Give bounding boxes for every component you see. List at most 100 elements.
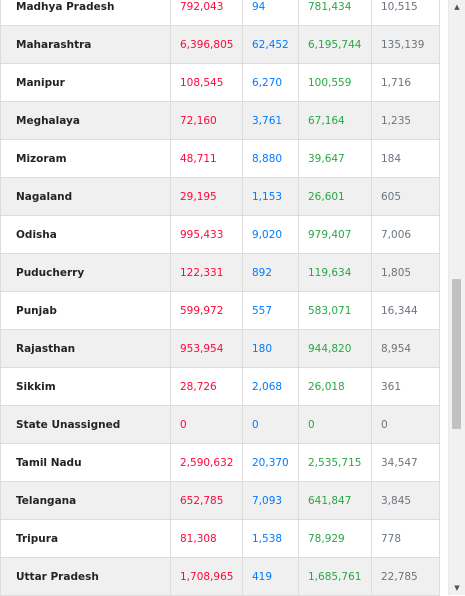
deceased-cell: 1,716 [371, 63, 440, 102]
recovered-cell: 26,601 [298, 177, 372, 216]
state-name-cell: Meghalaya [0, 101, 171, 140]
active-cell: 7,093 [242, 481, 299, 520]
confirmed-cell: 599,972 [170, 291, 243, 330]
deceased-cell: 0 [371, 405, 440, 444]
deceased-cell: 8,954 [371, 329, 440, 368]
active-cell: 0 [242, 405, 299, 444]
recovered-cell: 119,634 [298, 253, 372, 292]
state-name-cell: Puducherry [0, 253, 171, 292]
recovered-cell: 583,071 [298, 291, 372, 330]
confirmed-cell: 6,396,805 [170, 25, 243, 64]
confirmed-cell: 28,726 [170, 367, 243, 406]
active-cell: 180 [242, 329, 299, 368]
table-row[interactable]: Telangana 652,785 7,093 641,847 3,845 [0, 481, 440, 520]
active-cell: 1,153 [242, 177, 299, 216]
active-cell: 62,452 [242, 25, 299, 64]
state-table-container: Madhya Pradesh 792,043 94 781,434 10,515… [0, 0, 440, 596]
recovered-cell: 39,647 [298, 139, 372, 178]
deceased-cell: 10,515 [371, 0, 440, 26]
recovered-cell: 944,820 [298, 329, 372, 368]
table-row[interactable]: Mizoram 48,711 8,880 39,647 184 [0, 139, 440, 178]
table-row[interactable]: Rajasthan 953,954 180 944,820 8,954 [0, 329, 440, 368]
recovered-cell: 6,195,744 [298, 25, 372, 64]
deceased-cell: 778 [371, 519, 440, 558]
confirmed-cell: 1,708,965 [170, 557, 243, 596]
state-name-cell: Punjab [0, 291, 171, 330]
deceased-cell: 361 [371, 367, 440, 406]
table-row[interactable]: Puducherry 122,331 892 119,634 1,805 [0, 253, 440, 292]
state-name-cell: Uttar Pradesh [0, 557, 171, 596]
active-cell: 1,538 [242, 519, 299, 558]
recovered-cell: 1,685,761 [298, 557, 372, 596]
active-cell: 6,270 [242, 63, 299, 102]
table-row[interactable]: Odisha 995,433 9,020 979,407 7,006 [0, 215, 440, 254]
deceased-cell: 1,235 [371, 101, 440, 140]
state-name-cell: Tamil Nadu [0, 443, 171, 482]
table-row[interactable]: Punjab 599,972 557 583,071 16,344 [0, 291, 440, 330]
state-name-cell: Madhya Pradesh [0, 0, 171, 26]
recovered-cell: 781,434 [298, 0, 372, 26]
confirmed-cell: 72,160 [170, 101, 243, 140]
confirmed-cell: 122,331 [170, 253, 243, 292]
table-row[interactable]: State Unassigned 0 0 0 0 [0, 405, 440, 444]
active-cell: 94 [242, 0, 299, 26]
recovered-cell: 2,535,715 [298, 443, 372, 482]
table-row[interactable]: Madhya Pradesh 792,043 94 781,434 10,515 [0, 0, 440, 26]
state-name-cell: Telangana [0, 481, 171, 520]
active-cell: 557 [242, 291, 299, 330]
triangle-down-icon[interactable]: ▼ [454, 584, 460, 592]
table-row[interactable]: Maharashtra 6,396,805 62,452 6,195,744 1… [0, 25, 440, 64]
vertical-scrollbar[interactable]: ▲ ▼ [448, 0, 465, 595]
confirmed-cell: 29,195 [170, 177, 243, 216]
deceased-cell: 7,006 [371, 215, 440, 254]
confirmed-cell: 2,590,632 [170, 443, 243, 482]
active-cell: 3,761 [242, 101, 299, 140]
triangle-up-icon[interactable]: ▲ [454, 3, 460, 11]
state-name-cell: Sikkim [0, 367, 171, 406]
recovered-cell: 641,847 [298, 481, 372, 520]
recovered-cell: 78,929 [298, 519, 372, 558]
state-name-cell: Rajasthan [0, 329, 171, 368]
table-row[interactable]: Nagaland 29,195 1,153 26,601 605 [0, 177, 440, 216]
state-table-body: Madhya Pradesh 792,043 94 781,434 10,515… [0, 0, 440, 596]
table-row[interactable]: Tamil Nadu 2,590,632 20,370 2,535,715 34… [0, 443, 440, 482]
deceased-cell: 16,344 [371, 291, 440, 330]
confirmed-cell: 792,043 [170, 0, 243, 26]
state-name-cell: Tripura [0, 519, 171, 558]
active-cell: 9,020 [242, 215, 299, 254]
table-row[interactable]: Tripura 81,308 1,538 78,929 778 [0, 519, 440, 558]
scrollbar-thumb[interactable] [452, 279, 461, 429]
table-row[interactable]: Sikkim 28,726 2,068 26,018 361 [0, 367, 440, 406]
deceased-cell: 34,547 [371, 443, 440, 482]
state-name-cell: Manipur [0, 63, 171, 102]
recovered-cell: 67,164 [298, 101, 372, 140]
active-cell: 8,880 [242, 139, 299, 178]
recovered-cell: 979,407 [298, 215, 372, 254]
recovered-cell: 100,559 [298, 63, 372, 102]
active-cell: 2,068 [242, 367, 299, 406]
deceased-cell: 1,805 [371, 253, 440, 292]
state-name-cell: Mizoram [0, 139, 171, 178]
state-name-cell: Maharashtra [0, 25, 171, 64]
table-row[interactable]: Uttar Pradesh 1,708,965 419 1,685,761 22… [0, 557, 440, 596]
confirmed-cell: 48,711 [170, 139, 243, 178]
deceased-cell: 3,845 [371, 481, 440, 520]
state-name-cell: Odisha [0, 215, 171, 254]
table-row[interactable]: Meghalaya 72,160 3,761 67,164 1,235 [0, 101, 440, 140]
confirmed-cell: 995,433 [170, 215, 243, 254]
confirmed-cell: 81,308 [170, 519, 243, 558]
confirmed-cell: 652,785 [170, 481, 243, 520]
confirmed-cell: 953,954 [170, 329, 243, 368]
recovered-cell: 0 [298, 405, 372, 444]
state-table: Madhya Pradesh 792,043 94 781,434 10,515… [0, 0, 440, 596]
table-row[interactable]: Manipur 108,545 6,270 100,559 1,716 [0, 63, 440, 102]
confirmed-cell: 108,545 [170, 63, 243, 102]
deceased-cell: 22,785 [371, 557, 440, 596]
confirmed-cell: 0 [170, 405, 243, 444]
deceased-cell: 605 [371, 177, 440, 216]
recovered-cell: 26,018 [298, 367, 372, 406]
state-name-cell: State Unassigned [0, 405, 171, 444]
active-cell: 419 [242, 557, 299, 596]
deceased-cell: 184 [371, 139, 440, 178]
active-cell: 892 [242, 253, 299, 292]
